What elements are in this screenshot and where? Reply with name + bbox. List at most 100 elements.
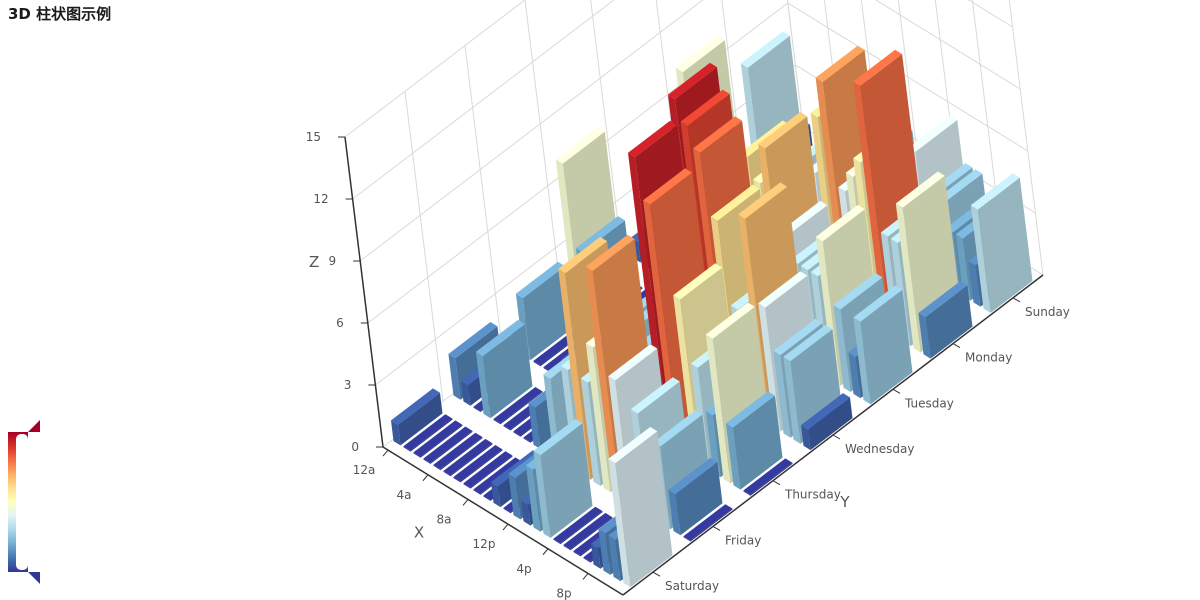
bar [608, 426, 673, 588]
bar [413, 420, 463, 458]
bar-face [968, 261, 981, 307]
z-tick-label: 3 [344, 378, 352, 392]
bar-face [403, 446, 411, 452]
z-axis-line [344, 136, 384, 448]
bar-top [815, 45, 865, 82]
bar-face [585, 343, 611, 493]
bar-side [398, 392, 443, 446]
visual-map[interactable] [6, 420, 42, 588]
bar-face [743, 490, 751, 496]
bar-side [977, 177, 1033, 313]
x-axis-name: X [414, 523, 424, 541]
bar-face [491, 482, 501, 508]
bar-side [460, 449, 503, 483]
bar-face [503, 507, 511, 514]
visual-map-handle-top [28, 420, 40, 432]
bar-side [482, 324, 533, 419]
bar-side [420, 424, 463, 458]
y-tick-label: Sunday [1025, 305, 1070, 319]
z-axis-name: Z [309, 253, 319, 271]
bar-top [853, 285, 903, 322]
bar-side [410, 418, 453, 452]
bar-top [653, 410, 703, 447]
bar-face [725, 423, 741, 490]
bar-side [450, 443, 493, 477]
bar-face [553, 538, 561, 545]
x-tick [502, 523, 509, 531]
bar-top [970, 173, 1020, 210]
bar-top [463, 451, 513, 488]
bar-top [673, 263, 723, 300]
y-tick [712, 525, 721, 531]
bar [453, 445, 503, 483]
grid-line [786, 0, 804, 128]
bar-face [461, 380, 471, 406]
bar-top [443, 438, 493, 476]
x-tick [582, 573, 589, 580]
y-tick-label: Friday [725, 533, 761, 547]
bar [443, 438, 493, 477]
y-tick-label: Wednesday [845, 442, 914, 456]
bar-face [833, 305, 851, 392]
y-tick [1012, 297, 1021, 303]
bar-face [585, 266, 621, 499]
bar [553, 506, 603, 545]
bar-side [470, 455, 513, 489]
bar-top [783, 324, 833, 362]
bar-top [740, 31, 790, 68]
visual-map-slot [16, 434, 28, 570]
chart-title: 3D 柱状图示例 [8, 5, 112, 23]
grid-line [367, 2, 1029, 324]
visual-map-handle-bottom [28, 572, 40, 584]
bar-top [553, 506, 603, 543]
bar-face [608, 535, 621, 582]
bar-top [558, 236, 608, 274]
bar [683, 504, 733, 542]
bar-top [908, 115, 958, 152]
bar-face [508, 473, 521, 520]
bar-top [555, 127, 605, 164]
x-tick-label: 8a [437, 512, 452, 526]
x-tick [382, 449, 389, 457]
bar-face [473, 406, 481, 412]
bar-face [523, 437, 531, 443]
bar-face [493, 419, 501, 425]
bar-face [448, 354, 461, 400]
bar-face [955, 234, 971, 301]
y-tick-label: Tuesday [904, 396, 954, 410]
bar-top [668, 62, 717, 100]
bar-face [895, 203, 921, 353]
bar [563, 512, 613, 551]
grid-line [404, 91, 444, 402]
bar-top [533, 418, 583, 456]
y-axis-name: Y [839, 493, 850, 511]
bar-face [970, 205, 991, 313]
y-tick [892, 388, 901, 394]
bar-top [705, 302, 755, 339]
bar-top [815, 204, 865, 242]
x-tick-label: 12p [473, 537, 496, 551]
z-tick-label: 6 [336, 316, 344, 330]
bar-top [493, 387, 543, 424]
bar-side [430, 430, 473, 464]
bar [403, 414, 453, 452]
bar-top [628, 120, 677, 158]
bar-top [608, 426, 658, 464]
y-tick [832, 434, 841, 440]
bar-top [895, 171, 945, 208]
x-tick [462, 499, 469, 506]
bar-face [705, 411, 721, 478]
bar-top [515, 261, 565, 299]
bar-face [668, 489, 681, 536]
bar-face [783, 356, 801, 444]
x-tick-label: 4p [516, 562, 531, 576]
bar-face [580, 378, 601, 486]
bar [970, 173, 1033, 313]
x-tick [542, 548, 549, 556]
bar-side [675, 462, 723, 536]
bar [801, 393, 853, 451]
bar-face [433, 464, 441, 471]
bar-top [668, 457, 718, 494]
bar-face [608, 458, 631, 588]
bar-top [773, 318, 823, 356]
